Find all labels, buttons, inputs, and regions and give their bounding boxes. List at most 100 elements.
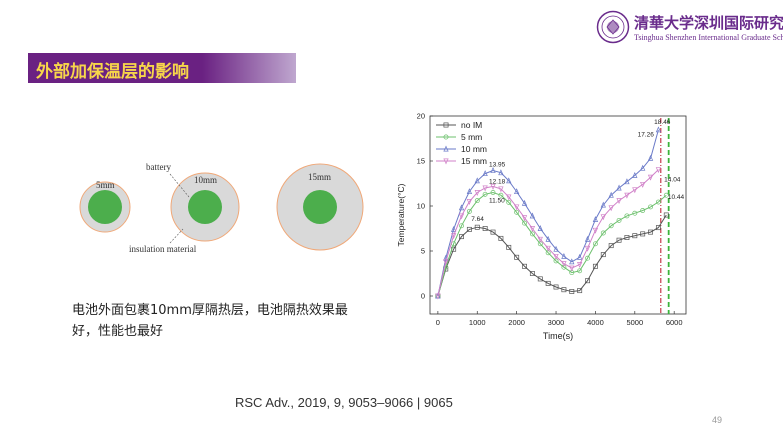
page-number: 49 (712, 415, 723, 425)
x-tick-label: 3000 (548, 318, 565, 327)
y-tick-label: 10 (417, 202, 425, 211)
data-point-15-mm (490, 183, 496, 190)
chart-background (392, 106, 698, 342)
data-point-5-mm (600, 230, 606, 236)
data-point-5-mm (648, 204, 654, 210)
y-tick-label: 15 (417, 157, 425, 166)
legend-entry: 10 mm (461, 144, 487, 154)
battery-label: battery (146, 162, 171, 172)
data-point-15-mm (498, 186, 504, 193)
x-tick-label: 1000 (469, 318, 486, 327)
data-point-15-mm (553, 253, 559, 260)
plot-frame (429, 115, 687, 315)
y-tick-label: 0 (421, 292, 425, 301)
data-point-5-mm (624, 213, 630, 219)
legend-marker-no-im (443, 122, 449, 128)
data-point-no-im (466, 226, 472, 232)
circle-label-15mm: 15mm (308, 172, 331, 182)
data-point-no-im (490, 229, 496, 235)
data-point-5-mm (616, 217, 622, 223)
data-point-no-im (537, 276, 543, 282)
data-point-15-mm (569, 265, 575, 272)
legend-entry: no IM (461, 120, 482, 130)
data-point-5-mm (608, 223, 614, 229)
y-axis-label: Temperature(°C) (396, 183, 406, 246)
legend-marker-5-mm (443, 134, 449, 140)
x-tick-label: 6000 (666, 318, 683, 327)
data-point-no-im (459, 234, 464, 240)
data-point-no-im (616, 237, 622, 243)
data-point-15-mm (577, 262, 583, 268)
data-point-15-mm (608, 205, 614, 212)
data-point-15-mm (514, 204, 520, 211)
y-tick-label: 5 (421, 247, 425, 256)
x-tick-label: 5000 (626, 318, 643, 327)
data-point-no-im (561, 287, 567, 293)
data-point-10-mm (600, 201, 606, 208)
data-point-15-mm (529, 226, 536, 232)
data-point-15-mm (561, 261, 567, 268)
x-tick-label: 4000 (587, 318, 604, 327)
insulation-material-label: insulation material (129, 244, 197, 254)
legend-entry: 15 mm (461, 156, 487, 166)
data-point-15-mm (506, 194, 512, 201)
data-label: 18.46 (654, 119, 671, 126)
data-point-no-im (474, 224, 480, 230)
data-point-15-mm (521, 215, 528, 222)
circle-label-5mm: 5mm (96, 180, 115, 190)
data-point-10-mm (474, 177, 480, 184)
data-label: 14.04 (664, 177, 681, 184)
data-point-10-mm (624, 178, 630, 185)
data-point-10-mm (553, 245, 559, 252)
data-point-no-im (522, 263, 527, 269)
data-point-10-mm (640, 164, 646, 171)
data-point-15-mm (640, 181, 646, 188)
battery-circle-10mm (188, 190, 222, 224)
university-logo: 清華大学深圳国际研究生院 Tsinghua Shenzhen Internati… (596, 8, 783, 50)
battery-circle-15mm (303, 190, 337, 224)
data-point-15-mm (458, 213, 465, 220)
data-label: 11.50 (489, 198, 505, 205)
slide-title: 外部加保温层的影响 (36, 62, 189, 82)
insulation-pointer-line (169, 228, 184, 244)
series-line-no-im (437, 214, 667, 297)
data-point-15-mm (616, 198, 622, 205)
data-point-10-mm (466, 188, 473, 195)
data-label: 10.44 (668, 194, 685, 201)
logo-chinese-name: 清華大学深圳国际研究生院 (634, 14, 783, 32)
data-point-no-im (600, 252, 606, 258)
data-point-no-im (592, 263, 598, 269)
data-point-10-mm (632, 171, 638, 178)
citation-reference: RSC Adv., 2019, 9, 9053–9066 | 9065 (235, 395, 453, 410)
data-point-no-im (482, 226, 488, 231)
x-axis-label: Time(s) (543, 331, 573, 341)
data-point-10-mm (482, 170, 488, 177)
temperature-chart: 0 1000 2000 3000 4000 5000 6000 0 5 10 15 20 Time(s)… (392, 106, 698, 342)
data-point-10-mm (608, 191, 614, 198)
data-point-10-mm (569, 258, 575, 265)
data-point-15-mm (624, 192, 630, 199)
data-point-no-im (632, 233, 638, 239)
data-point-15-mm (584, 245, 591, 252)
data-point-10-mm (584, 235, 591, 242)
data-point-no-im (553, 284, 559, 290)
data-point-5-mm (561, 264, 567, 270)
data-point-10-mm (506, 177, 512, 184)
data-point-5-mm (663, 192, 669, 198)
data-point-no-im (498, 235, 504, 241)
data-point-10-mm (529, 212, 536, 219)
y-tick-label: 20 (417, 112, 425, 121)
x-tick-label: 2000 (508, 318, 525, 327)
data-point-5-mm (655, 199, 661, 205)
data-point-no-im (640, 231, 646, 237)
data-point-10-mm (521, 199, 528, 206)
data-point-no-im (506, 244, 512, 250)
data-point-no-im (624, 235, 630, 240)
data-point-no-im (545, 280, 551, 286)
data-point-no-im (663, 212, 669, 218)
x-tick-label: 0 (436, 318, 440, 327)
data-point-15-mm (450, 233, 457, 240)
seal-icon (596, 10, 630, 44)
data-point-no-im (608, 243, 614, 249)
data-point-10-mm (655, 126, 662, 133)
